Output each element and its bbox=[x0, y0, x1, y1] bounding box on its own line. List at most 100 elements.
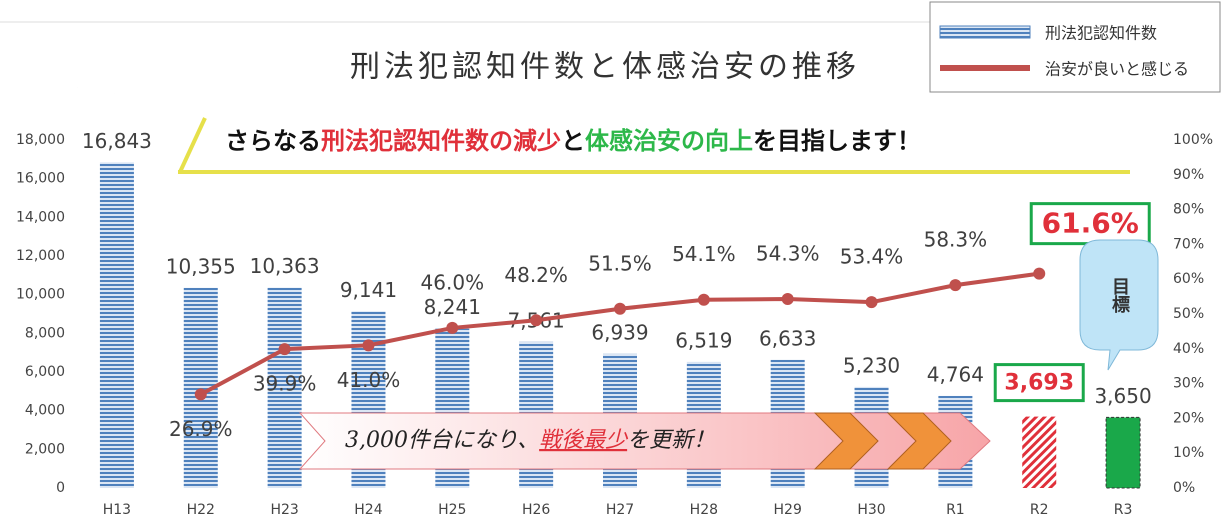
legend-box bbox=[929, 1, 1221, 93]
bar-value-label: 10,363 bbox=[250, 254, 320, 278]
legend-label: 治安が良いと感じる bbox=[1045, 60, 1189, 79]
x-tick-label: R2 bbox=[1030, 502, 1049, 518]
line-value-label: 54.3% bbox=[756, 242, 820, 266]
headline: さらなる刑法犯認知件数の減少と体感治安の向上を目指します！ bbox=[225, 127, 921, 155]
headline-rule bbox=[178, 117, 207, 173]
line-value-label: 61.6% bbox=[1042, 207, 1139, 240]
y2-tick-label: 50% bbox=[1173, 306, 1204, 322]
legend-swatch bbox=[939, 25, 1031, 39]
y-tick-label: 2,000 bbox=[25, 441, 65, 457]
bar bbox=[1105, 416, 1141, 489]
y-tick-label: 6,000 bbox=[25, 364, 65, 380]
line-point bbox=[362, 339, 375, 352]
line-value-label: 51.5% bbox=[588, 251, 652, 275]
y-tick-label: 10,000 bbox=[16, 287, 65, 303]
target-bubble: 目標 bbox=[1079, 239, 1159, 371]
line-point bbox=[278, 343, 291, 356]
x-tick-label: H22 bbox=[187, 502, 215, 518]
line-point bbox=[614, 302, 626, 315]
line-value-label: 58.3% bbox=[924, 228, 988, 252]
bar-value-label: 4,764 bbox=[927, 362, 984, 386]
label-box bbox=[993, 363, 1085, 403]
x-tick-label: H30 bbox=[857, 502, 885, 518]
y2-tick-label: 10% bbox=[1173, 445, 1204, 461]
x-tick-label: H13 bbox=[103, 502, 131, 518]
headline-part: 体感治安の向上 bbox=[585, 127, 753, 155]
y2-tick-label: 90% bbox=[1173, 167, 1204, 183]
x-tick-label: H23 bbox=[270, 502, 298, 518]
headline-part: さらなる bbox=[225, 127, 321, 155]
banner-part: を更新！ bbox=[627, 428, 715, 453]
chevron bbox=[886, 412, 952, 470]
line-value-label: 54.1% bbox=[672, 242, 736, 266]
label-box bbox=[1029, 202, 1151, 246]
y2-tick-label: 20% bbox=[1173, 410, 1204, 426]
x-tick-label: H26 bbox=[522, 502, 550, 518]
line-value-label: 39.9% bbox=[253, 372, 317, 396]
line-value-label: 26.9% bbox=[169, 417, 233, 441]
y2-tick-label: 40% bbox=[1173, 341, 1204, 357]
bubble bbox=[1079, 239, 1159, 371]
peak-note: ピーク時 bbox=[72, 77, 144, 98]
y-tick-label: 8,000 bbox=[25, 325, 65, 341]
legend: 刑法犯認知件数 治安が良いと感じる bbox=[929, 1, 1221, 93]
bar-value-label: 6,939 bbox=[591, 320, 648, 344]
bar-value-label: 10,355 bbox=[166, 254, 236, 278]
bar-value-label: 6,633 bbox=[759, 326, 816, 350]
x-tick-label: H24 bbox=[354, 502, 382, 518]
x-tick-label: H29 bbox=[774, 502, 802, 518]
chevron bbox=[813, 412, 879, 470]
bar bbox=[1022, 416, 1057, 488]
bar-value-label: 6,519 bbox=[675, 328, 732, 352]
line-point bbox=[446, 321, 459, 334]
bar bbox=[267, 287, 302, 488]
line-value-label: 46.0% bbox=[421, 270, 485, 294]
y-tick-label: 0 bbox=[56, 480, 65, 496]
banner-text: 3,000件台になり、戦後最少を更新！ bbox=[345, 428, 715, 453]
line-point bbox=[865, 296, 878, 309]
x-tick-label: R3 bbox=[1114, 502, 1133, 518]
y-tick-label: 16,000 bbox=[16, 171, 65, 187]
bar-value-label: 3,650 bbox=[1094, 384, 1151, 408]
y2-tick-label: 80% bbox=[1173, 202, 1204, 218]
banner-part: 3,000件台になり、 bbox=[345, 428, 539, 453]
x-tick-label: H27 bbox=[606, 502, 634, 518]
line-value-label: 53.4% bbox=[840, 245, 904, 269]
banner-part: 戦後最少 bbox=[539, 428, 629, 453]
y2-tick-label: 60% bbox=[1173, 271, 1204, 287]
line-point bbox=[781, 293, 794, 306]
line-point bbox=[194, 388, 207, 401]
headline-part: と bbox=[561, 127, 585, 155]
banner-arrow bbox=[298, 412, 991, 470]
y-tick-label: 18,000 bbox=[16, 132, 65, 148]
bar-value-label: 3,693 bbox=[1004, 371, 1074, 396]
line-point bbox=[530, 314, 543, 327]
y2-tick-label: 0% bbox=[1173, 480, 1195, 496]
bar-value-label: 8,241 bbox=[424, 295, 481, 319]
headline-bg bbox=[185, 128, 1125, 170]
y-tick-label: 14,000 bbox=[16, 209, 65, 225]
bar bbox=[99, 162, 134, 489]
bar-value-label: 9,141 bbox=[340, 278, 397, 302]
headline-part: 刑法犯認知件数の減少 bbox=[321, 127, 561, 155]
y2-tick-label: 100% bbox=[1173, 132, 1213, 148]
x-tick-label: H28 bbox=[690, 502, 718, 518]
legend-label: 刑法犯認知件数 bbox=[1045, 24, 1157, 43]
x-tick-label: H25 bbox=[438, 502, 466, 518]
line-value-label: 41.0% bbox=[337, 368, 401, 392]
line-point bbox=[697, 293, 710, 306]
headline-part: を目指します！ bbox=[753, 127, 921, 155]
y-tick-label: 12,000 bbox=[16, 248, 65, 264]
y-tick-label: 4,000 bbox=[25, 403, 65, 419]
line-point bbox=[1033, 267, 1046, 280]
line-value-label: 48.2% bbox=[504, 263, 568, 287]
y2-tick-label: 70% bbox=[1173, 236, 1204, 252]
x-tick-label: R1 bbox=[946, 502, 965, 518]
bar-value-label: 16,843 bbox=[82, 129, 152, 153]
target-note: 目標 bbox=[1109, 277, 1130, 314]
y2-tick-label: 30% bbox=[1173, 376, 1204, 392]
chart-title: 刑法犯認知件数と体感治安の推移 bbox=[350, 50, 860, 85]
line-point bbox=[949, 279, 962, 292]
banner: 3,000件台になり、戦後最少を更新！ bbox=[298, 412, 991, 470]
